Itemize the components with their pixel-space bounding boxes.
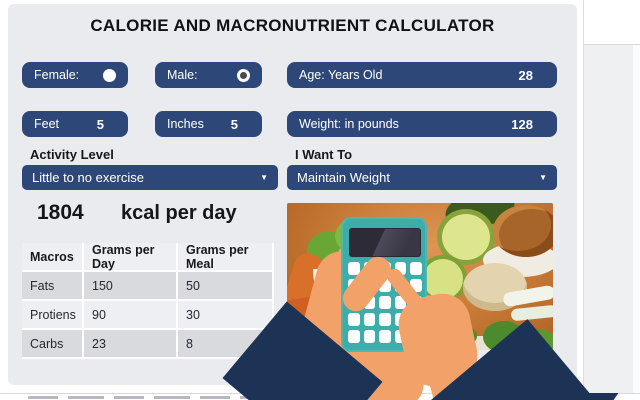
activity-level-value: Little to no exercise bbox=[32, 170, 145, 185]
feet-label: Feet bbox=[34, 117, 60, 131]
male-field[interactable]: Male: bbox=[155, 62, 262, 88]
weight-label: Weight: in pounds bbox=[299, 117, 399, 131]
inches-field[interactable]: Inches 5 bbox=[155, 111, 262, 137]
chevron-down-icon: ▼ bbox=[539, 172, 547, 182]
weight-value[interactable]: 128 bbox=[511, 116, 533, 132]
col-header-grams-day: Grams per Day bbox=[84, 243, 178, 272]
radio-dot-icon bbox=[240, 71, 247, 79]
roast-chicken bbox=[493, 205, 553, 257]
feet-value[interactable]: 5 bbox=[96, 116, 104, 132]
i-want-to-label: I Want To bbox=[295, 147, 353, 162]
macros-table: Macros Grams per Day Grams per Meal Fats… bbox=[22, 243, 274, 359]
macro-name: Carbs bbox=[22, 330, 84, 359]
male-radio[interactable] bbox=[237, 68, 250, 82]
grams-per-meal: 8 bbox=[178, 330, 274, 359]
macro-name: Protiens bbox=[22, 301, 84, 330]
background-page-body bbox=[584, 45, 640, 400]
broccoli bbox=[525, 329, 553, 350]
goal-select[interactable]: Maintain Weight ▼ bbox=[287, 165, 557, 190]
age-label: Age: Years Old bbox=[299, 68, 383, 82]
background-page-cutoff-text bbox=[28, 396, 320, 399]
inches-label: Inches bbox=[167, 117, 204, 131]
food-photo bbox=[287, 203, 553, 350]
age-field[interactable]: Age: Years Old 28 bbox=[287, 62, 557, 88]
broccoli bbox=[483, 321, 525, 350]
grams-per-day: 23 bbox=[84, 330, 178, 359]
col-header-macros: Macros bbox=[22, 243, 84, 272]
table-row: Fats 150 50 bbox=[22, 272, 274, 301]
female-radio[interactable] bbox=[103, 68, 116, 82]
female-field[interactable]: Female: bbox=[22, 62, 128, 88]
table-row: Protiens 90 30 bbox=[22, 301, 274, 330]
egg bbox=[335, 239, 383, 291]
chevron-down-icon: ▼ bbox=[260, 172, 268, 182]
background-page-image-fragment bbox=[555, 393, 619, 400]
grams-per-day: 150 bbox=[84, 272, 178, 301]
grams-per-meal: 30 bbox=[178, 301, 274, 330]
background-page-top bbox=[584, 0, 640, 45]
activity-level-label: Activity Level bbox=[30, 147, 114, 162]
leek bbox=[510, 304, 553, 322]
pepper-ring bbox=[455, 327, 477, 345]
table-row: Carbs 23 8 bbox=[22, 330, 274, 359]
inches-value[interactable]: 5 bbox=[230, 116, 238, 132]
grams-per-meal: 50 bbox=[178, 272, 274, 301]
activity-level-select[interactable]: Little to no exercise ▼ bbox=[22, 165, 278, 190]
goal-value: Maintain Weight bbox=[297, 170, 390, 185]
feet-field[interactable]: Feet 5 bbox=[22, 111, 128, 137]
weight-field[interactable]: Weight: in pounds 128 bbox=[287, 111, 557, 137]
calories-value: 1804 bbox=[37, 201, 84, 224]
age-value[interactable]: 28 bbox=[518, 67, 533, 83]
macro-name: Fats bbox=[22, 272, 84, 301]
male-label: Male: bbox=[167, 68, 198, 82]
col-header-grams-meal: Grams per Meal bbox=[178, 243, 274, 272]
background-page-margin bbox=[633, 45, 640, 400]
table-header-row: Macros Grams per Day Grams per Meal bbox=[22, 243, 274, 272]
female-label: Female: bbox=[34, 68, 80, 82]
broccoli bbox=[291, 315, 331, 349]
grams-per-day: 90 bbox=[84, 301, 178, 330]
page-title: CALORIE AND MACRONUTRIENT CALCULATOR bbox=[90, 16, 495, 35]
calories-unit: kcal per day bbox=[121, 202, 237, 224]
